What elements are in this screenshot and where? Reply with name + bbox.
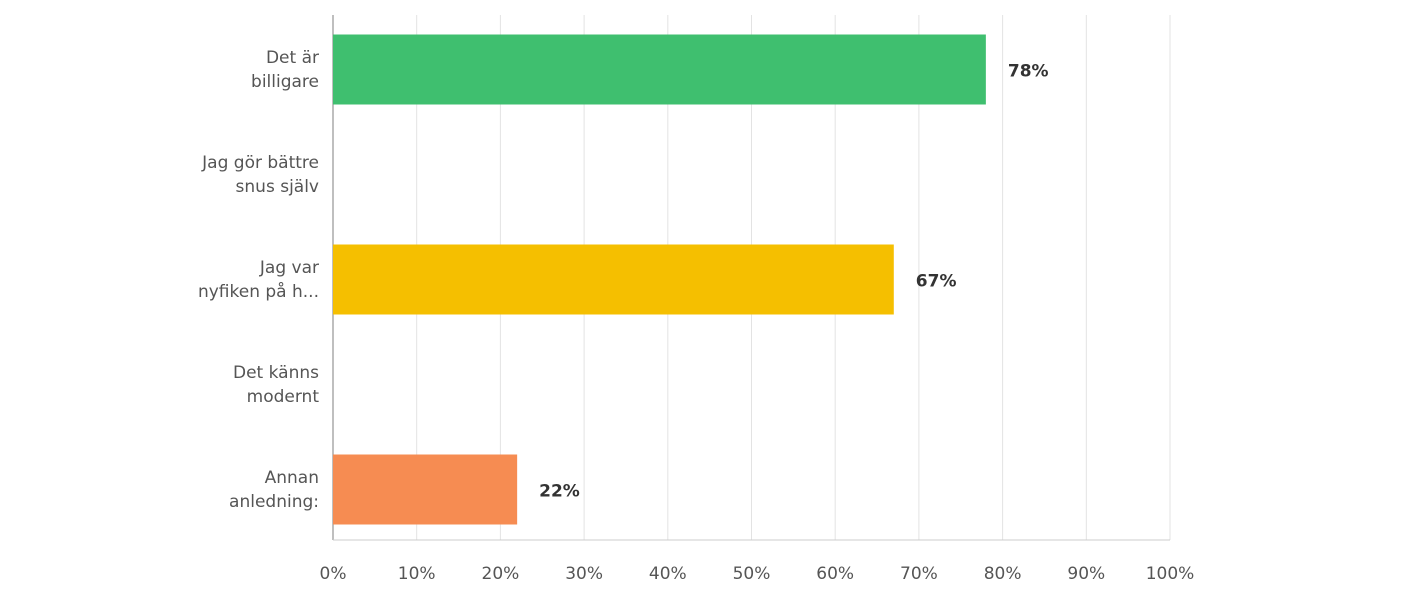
category-label: Det är billigare [251,47,319,92]
x-tick-label: 90% [1067,564,1105,584]
category-label: Annan anledning: [229,467,319,512]
x-tick-label: 60% [816,564,854,584]
bar [333,34,986,105]
bar [333,244,894,315]
value-label: 78% [1008,62,1049,82]
value-label: 67% [916,272,957,292]
category-label: Det känns modernt [233,362,319,407]
x-tick-label: 10% [398,564,436,584]
x-tick-label: 30% [565,564,603,584]
x-tick-label: 50% [733,564,771,584]
bar [333,454,518,525]
x-tick-label: 70% [900,564,938,584]
x-tick-label: 80% [984,564,1022,584]
x-tick-label: 100% [1146,564,1195,584]
value-label: 22% [539,482,580,502]
x-tick-label: 0% [320,564,347,584]
category-label: Jag var nyfiken på h... [197,257,319,302]
x-tick-label: 20% [482,564,520,584]
category-label: Jag gör bättre snus själv [202,152,319,197]
x-tick-label: 40% [649,564,687,584]
